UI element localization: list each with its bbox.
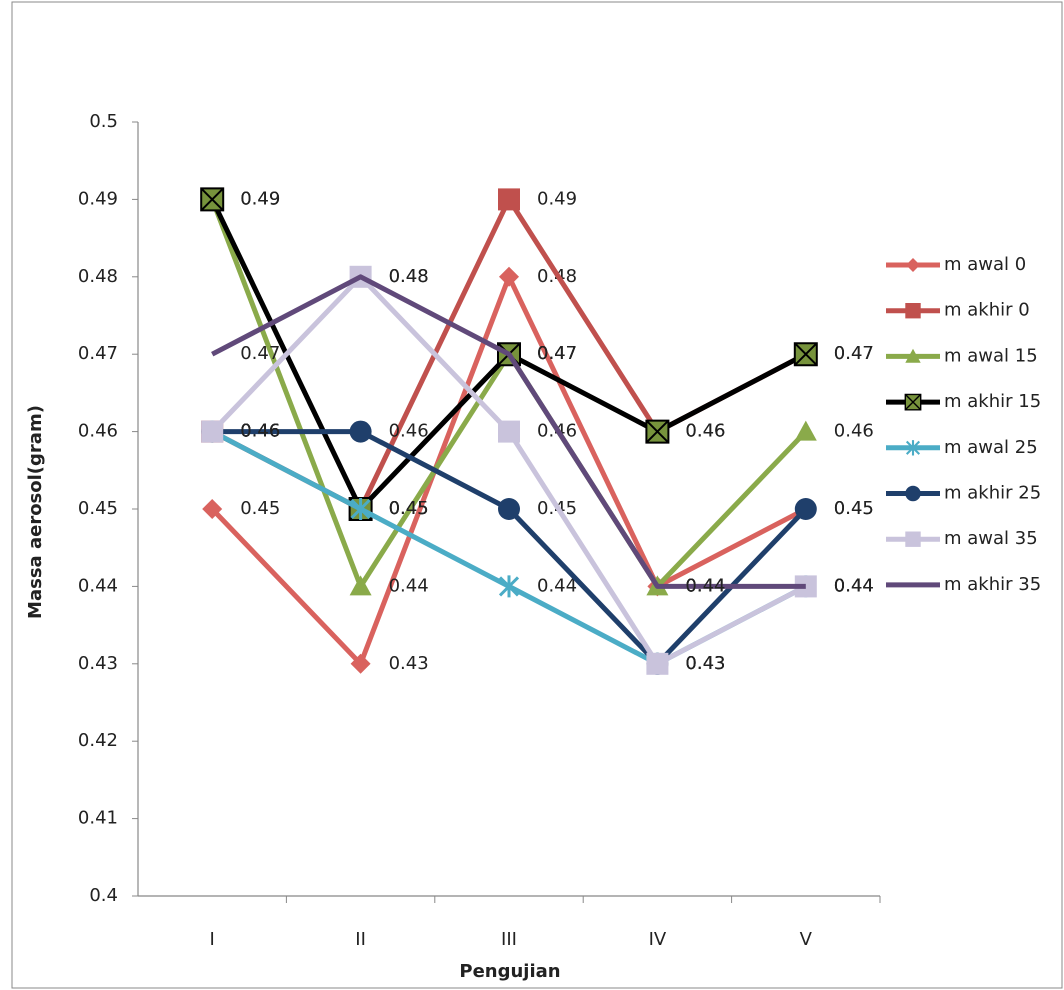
- data-label: 0.46: [685, 421, 725, 442]
- data-label: 0.46: [834, 421, 874, 442]
- point-marker: [201, 188, 223, 210]
- y-tick-label: 0.43: [78, 653, 118, 674]
- data-label: 0.49: [537, 188, 577, 209]
- legend-marker: [905, 303, 920, 318]
- legend-label: m akhir 0: [944, 300, 1030, 321]
- y-tick-label: 0.4: [89, 885, 118, 906]
- y-tick-label: 0.47: [78, 343, 118, 364]
- data-label: 0.46: [389, 421, 429, 442]
- y-axis-title: Massa aerosol(gram): [25, 405, 46, 619]
- data-label: 0.44: [389, 575, 429, 596]
- x-tick-label: III: [501, 929, 517, 950]
- x-tick-label: V: [800, 929, 813, 950]
- data-label: 0.45: [240, 498, 280, 519]
- y-tick-label: 0.46: [78, 421, 118, 442]
- x-axis-title: Pengujian: [459, 961, 560, 982]
- point-marker: [646, 653, 668, 675]
- x-tick-label: IV: [649, 929, 667, 950]
- y-tick-label: 0.45: [78, 498, 118, 519]
- legend-marker: [905, 486, 920, 501]
- legend-label: m awal 15: [944, 345, 1038, 366]
- data-label: 0.44: [537, 575, 577, 596]
- data-label: 0.44: [685, 575, 725, 596]
- y-tick-label: 0.49: [78, 188, 118, 209]
- point-marker: [498, 421, 520, 443]
- chart: Pengujian Massa aerosol(gram) 0.4 0.41 0.4…: [0, 0, 1064, 990]
- y-tick-label: 0.44: [78, 575, 118, 596]
- point-marker: [498, 498, 520, 520]
- legend-label: m awal 0: [944, 254, 1026, 275]
- point-marker: [201, 421, 223, 443]
- point-marker: [795, 343, 817, 365]
- point-marker: [498, 188, 520, 210]
- x-tick-label: II: [355, 929, 366, 950]
- point-marker: [646, 421, 668, 443]
- data-label: 0.47: [240, 343, 280, 364]
- data-label: 0.43: [685, 653, 725, 674]
- y-tick-label: 0.42: [78, 730, 118, 751]
- legend-label: m akhir 25: [944, 483, 1041, 504]
- point-marker: [350, 421, 372, 443]
- data-label: 0.47: [834, 343, 874, 364]
- data-label: 0.44: [834, 575, 874, 596]
- legend-label: m awal 35: [944, 528, 1038, 549]
- legend-label: m awal 25: [944, 437, 1038, 458]
- y-tick-label: 0.48: [78, 266, 118, 287]
- legend-label: m akhir 35: [944, 574, 1041, 595]
- y-tick-label: 0.41: [78, 808, 118, 829]
- data-label: 0.48: [389, 266, 429, 287]
- data-label: 0.49: [240, 188, 280, 209]
- legend-marker: [905, 394, 920, 409]
- point-marker: [795, 498, 817, 520]
- data-label: 0.45: [389, 498, 429, 519]
- data-label: 0.45: [834, 498, 874, 519]
- y-tick-label: 0.5: [89, 111, 118, 132]
- data-label: 0.47: [537, 343, 577, 364]
- data-label: 0.43: [389, 653, 429, 674]
- legend-label: m akhir 15: [944, 391, 1041, 412]
- data-label: 0.46: [240, 421, 280, 442]
- x-tick-label: I: [210, 929, 215, 950]
- legend-marker: [905, 532, 920, 547]
